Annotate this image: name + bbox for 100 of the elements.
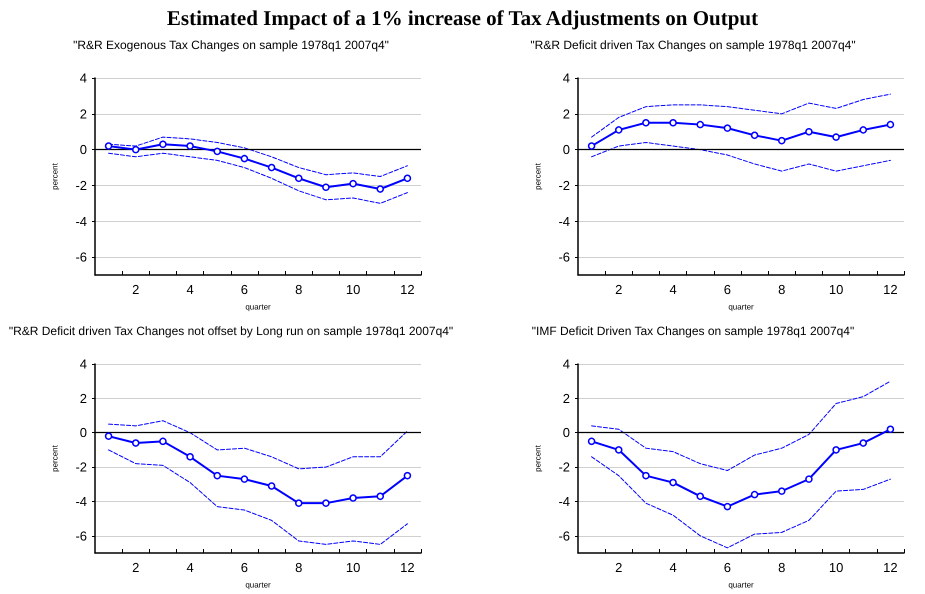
y-tick-label: 0 — [562, 142, 570, 158]
y-tick-label: 0 — [80, 142, 87, 158]
y-tick-label: -4 — [75, 494, 87, 509]
point — [750, 490, 758, 498]
point — [724, 502, 732, 510]
x-tick-label: 12 — [400, 282, 415, 297]
y-tick-label: -6 — [75, 528, 87, 544]
y-tick-label: -6 — [558, 528, 570, 544]
x-tick-label: 8 — [778, 282, 786, 297]
point — [642, 119, 650, 127]
line-series — [108, 449, 408, 545]
y-tick-label: -2 — [558, 460, 570, 475]
x-tick-label: 6 — [240, 282, 248, 297]
point — [404, 472, 412, 480]
chart-subtitle: "R&R Exogenous Tax Changes on sample 1978q1 2007q4" — [73, 38, 389, 52]
point — [832, 446, 840, 454]
point — [295, 499, 302, 507]
y-tick-label: -2 — [558, 178, 570, 193]
x-axis-title: quarter — [728, 580, 754, 590]
y-tick-label: -2 — [75, 178, 87, 193]
point — [615, 126, 622, 134]
x-tick-label: 12 — [400, 560, 415, 575]
line-series — [591, 94, 891, 138]
point — [805, 128, 813, 136]
x-axis-title: quarter — [245, 580, 272, 590]
point — [322, 183, 330, 191]
line-series — [108, 420, 408, 470]
y-tick-label: 2 — [562, 106, 570, 122]
x-tick-label: 4 — [669, 560, 677, 575]
point — [159, 140, 167, 148]
line-series — [591, 456, 891, 548]
point — [642, 472, 650, 480]
y-tick-label: 2 — [80, 106, 87, 122]
x-tick-label: 4 — [669, 282, 677, 297]
x-tick-label: 2 — [615, 282, 622, 297]
y-axis-title: percent — [534, 162, 542, 190]
point — [186, 142, 194, 150]
point — [104, 142, 112, 150]
x-tick-label: 6 — [240, 560, 248, 575]
line-series — [108, 152, 408, 204]
point — [214, 148, 221, 156]
point — [214, 472, 221, 480]
point — [295, 174, 302, 182]
y-tick-label: -6 — [75, 250, 87, 265]
chart-subtitle: "IMF Deficit Driven Tax Changes on sample 1978q1 2007q4" — [532, 324, 854, 338]
x-tick-label: 10 — [346, 560, 360, 575]
point — [376, 492, 384, 500]
x-tick-label: 8 — [295, 560, 302, 575]
x-tick-label: 6 — [724, 282, 732, 297]
point — [615, 446, 622, 454]
y-tick-label: -4 — [558, 494, 570, 509]
x-tick-label: 10 — [346, 282, 360, 297]
point — [349, 180, 357, 188]
x-tick-label: 6 — [724, 560, 732, 575]
line-series — [591, 380, 891, 472]
point — [724, 124, 732, 132]
x-axis-title: quarter — [245, 302, 272, 312]
point — [860, 126, 867, 134]
point — [669, 119, 677, 127]
point — [696, 120, 704, 128]
point — [805, 475, 813, 483]
x-axis-title: quarter — [728, 302, 754, 312]
point — [778, 487, 786, 495]
x-tick-label: 4 — [186, 560, 194, 575]
y-tick-label: -2 — [75, 460, 87, 475]
y-tick-label: -4 — [75, 214, 87, 229]
point — [132, 146, 140, 154]
point — [404, 174, 412, 182]
point — [240, 154, 248, 162]
x-tick-label: 12 — [883, 282, 898, 297]
x-tick-label: 8 — [295, 282, 302, 297]
x-tick-label: 2 — [615, 560, 622, 575]
y-tick-label: 4 — [80, 356, 87, 372]
point — [696, 492, 704, 500]
point — [268, 482, 276, 490]
point — [186, 453, 194, 461]
y-tick-label: 0 — [80, 425, 87, 440]
x-tick-label: 10 — [828, 282, 844, 297]
y-axis-title: percent — [534, 444, 542, 472]
point — [588, 438, 596, 446]
y-tick-label: -6 — [558, 250, 570, 265]
point — [886, 426, 894, 434]
point — [104, 432, 112, 440]
chart-subtitle: "R&R Deficit driven Tax Changes on sample 1978q1 2007q4" — [530, 38, 856, 52]
point — [669, 478, 677, 486]
point — [159, 438, 167, 446]
x-tick-label: 10 — [828, 560, 844, 575]
chart-title: Estimated Impact of a 1% increase of Tax Adjustments on Output — [166, 5, 760, 30]
line-series — [591, 142, 891, 172]
y-axis-title: percent — [50, 162, 60, 190]
point — [240, 475, 248, 483]
point — [268, 164, 276, 172]
point — [832, 133, 840, 141]
x-tick-label: 4 — [186, 282, 194, 297]
y-axis-title: percent — [50, 444, 60, 472]
point — [376, 185, 384, 193]
x-tick-label: 2 — [132, 282, 140, 297]
point — [860, 439, 867, 447]
point — [778, 136, 786, 144]
y-tick-label: 4 — [562, 70, 570, 86]
